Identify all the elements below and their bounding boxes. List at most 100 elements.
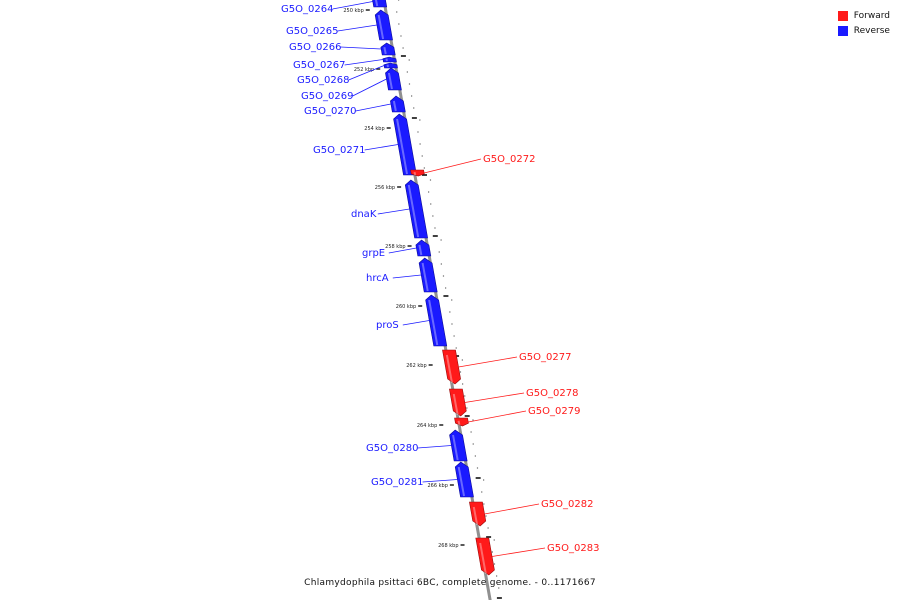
gene-label-G5O_0283[interactable]: G5O_0283 — [547, 543, 599, 554]
gene-leader-line — [422, 479, 458, 483]
gene-highlight — [428, 299, 439, 346]
scale-label: 268 kbp — [438, 543, 458, 549]
gene-arrow-G5O_0283[interactable] — [475, 537, 495, 576]
gene-highlight — [392, 100, 397, 112]
gene-leader-line — [352, 78, 387, 97]
gene-label-G5O_0282[interactable]: G5O_0282 — [541, 499, 593, 510]
gene-arrow-G5O_0271[interactable] — [393, 113, 417, 176]
gene-leader-line — [464, 392, 525, 403]
gene-label-G5O_0277[interactable]: G5O_0277 — [519, 352, 571, 363]
gene-leader-line — [355, 103, 391, 112]
scale-label: 266 kbp — [428, 483, 448, 489]
gene-leader-line — [392, 274, 422, 279]
gene-label-proS[interactable]: proS — [376, 320, 399, 331]
gene-highlight — [445, 354, 453, 384]
gene-highlight — [387, 72, 393, 90]
gene-arrow-G5O_0282[interactable] — [469, 501, 487, 527]
gene-leader-line — [377, 208, 410, 215]
legend-label-reverse: Reverse — [853, 25, 890, 36]
gene-leader-line — [458, 356, 518, 368]
gene-arrow-G5O_0272[interactable] — [410, 169, 425, 177]
gene-leader-line — [344, 59, 384, 66]
gene-label-G5O_0270[interactable]: G5O_0270 — [304, 106, 356, 117]
gene-arrow-G5O_0270[interactable] — [390, 95, 406, 113]
gene-leader-line — [337, 24, 377, 32]
gene-highlight — [385, 58, 388, 62]
gene-highlight — [452, 434, 459, 461]
gene-arrow-G5O_0277[interactable] — [442, 349, 461, 385]
gene-label-dnaK[interactable]: dnaK — [351, 209, 377, 220]
gene-leader-line — [348, 65, 385, 81]
gene-arrow-G5O_0267[interactable] — [382, 56, 397, 63]
gene-highlight — [377, 14, 385, 40]
minor-ticks — [396, 0, 502, 599]
gene-highlight — [383, 47, 387, 55]
genome-caption: Chlamydophila psittaci 6BC, complete gen… — [304, 578, 596, 588]
gene-label-hrcA[interactable]: hrcA — [366, 273, 389, 284]
gene-highlight — [413, 171, 417, 176]
gene-highlight — [457, 420, 461, 426]
legend-item-reverse: Reverse — [837, 23, 890, 38]
legend: Forward Reverse — [837, 8, 890, 38]
gene-highlight — [457, 466, 466, 497]
gene-label-G5O_0266[interactable]: G5O_0266 — [289, 42, 341, 53]
gene-label-G5O_0280[interactable]: G5O_0280 — [366, 443, 418, 454]
scale-label: 250 kbp — [343, 8, 363, 14]
gene-highlight — [374, 0, 379, 7]
gene-leader-line — [491, 547, 546, 557]
gene-leader-line — [484, 503, 540, 515]
gene-leader-line — [417, 445, 452, 449]
gene-highlight — [479, 542, 487, 575]
gene-label-G5O_0281[interactable]: G5O_0281 — [371, 477, 423, 488]
gene-arrow-G5O_0281[interactable] — [454, 461, 474, 498]
gene-highlight — [452, 393, 459, 416]
gene-label-G5O_0264[interactable]: G5O_0264 — [281, 4, 333, 15]
gene-highlight — [418, 244, 423, 256]
gene-arrow-G5O_0280[interactable] — [449, 429, 468, 462]
gene-leader-line — [468, 410, 527, 423]
gene-leader-line — [402, 320, 430, 326]
gene-arrow-G5O_0265[interactable] — [374, 9, 393, 41]
gene-highlight — [407, 184, 420, 238]
gene-arrow-grpE[interactable] — [415, 239, 432, 257]
gene-label-G5O_0271[interactable]: G5O_0271 — [313, 145, 365, 156]
scale-label: 258 kbp — [385, 244, 405, 250]
gene-label-G5O_0278[interactable]: G5O_0278 — [526, 388, 578, 399]
gene-arrow-hrcA[interactable] — [418, 257, 438, 293]
gene-arrow-G5O_0269[interactable] — [385, 67, 402, 91]
gene-arrow-proS[interactable] — [425, 294, 448, 347]
scale-label: 264 kbp — [417, 423, 437, 429]
gene-arrow-G5O_0278[interactable] — [449, 388, 467, 417]
forward-swatch-icon — [837, 10, 848, 21]
gene-features: G5O_0264 G5O_0265 G5O_0266 G5O_0267 G5O_0268… — [281, 0, 599, 576]
scale-label: 260 kbp — [396, 304, 416, 310]
gene-highlight — [396, 118, 408, 175]
gene-label-G5O_0272[interactable]: G5O_0272 — [483, 154, 535, 165]
gene-label-G5O_0269[interactable]: G5O_0269 — [301, 91, 353, 102]
gene-highlight — [472, 506, 479, 526]
scale-label: 252 kbp — [354, 67, 374, 73]
gene-label-grpE[interactable]: grpE — [362, 248, 385, 259]
major-ticks: 250 kbp 252 kbp 254 kbp 256 kbp 258 kbp 260 k… — [343, 8, 465, 549]
scale-label: 254 kbp — [364, 126, 384, 132]
scale-label: 262 kbp — [406, 363, 426, 369]
reverse-swatch-icon — [837, 25, 848, 36]
gene-label-G5O_0267[interactable]: G5O_0267 — [293, 60, 345, 71]
gene-leader-line — [364, 144, 399, 151]
gene-leader-line — [340, 46, 382, 50]
gene-label-G5O_0268[interactable]: G5O_0268 — [297, 75, 349, 86]
gene-arrow-G5O_0266[interactable] — [380, 42, 396, 56]
legend-item-forward: Forward — [837, 8, 890, 23]
gene-leader-line — [424, 158, 482, 174]
gene-label-G5O_0279[interactable]: G5O_0279 — [528, 406, 580, 417]
gene-leader-line — [388, 247, 417, 254]
gene-highlight — [386, 64, 390, 68]
scale-label: 256 kbp — [375, 185, 395, 191]
gene-label-G5O_0265[interactable]: G5O_0265 — [286, 26, 338, 37]
legend-label-forward: Forward — [853, 10, 890, 21]
gene-highlight — [421, 262, 429, 292]
gene-arrow-G5O_0264[interactable] — [372, 0, 388, 8]
gene-arrow-dnaK[interactable] — [404, 179, 429, 239]
gene-arrow-G5O_0279[interactable] — [454, 417, 469, 427]
